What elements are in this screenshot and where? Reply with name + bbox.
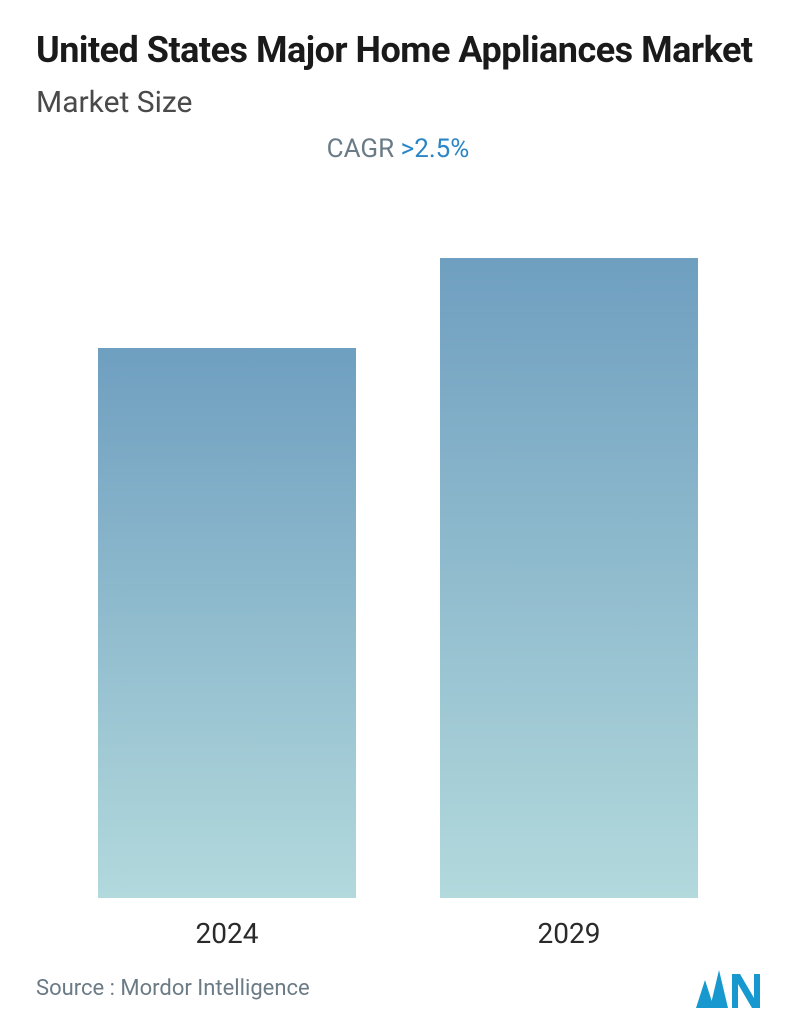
- chart-area: 2024 2029: [36, 188, 760, 950]
- bars-group: [36, 188, 760, 898]
- mn-logo-icon: [696, 968, 760, 1008]
- bar-2024: [98, 348, 356, 898]
- footer: Source : Mordor Intelligence: [36, 968, 760, 1014]
- bar-2029: [440, 258, 698, 898]
- source-text: Source : Mordor Intelligence: [36, 976, 310, 1001]
- cagr-label: CAGR: [327, 134, 401, 164]
- cagr-row: CAGR >2.5%: [36, 134, 760, 164]
- chart-subtitle: Market Size: [36, 85, 760, 120]
- bar-wrap-1: [440, 258, 698, 898]
- cagr-value: >2.5%: [401, 134, 470, 164]
- chart-title: United States Major Home Appliances Mark…: [36, 28, 760, 73]
- chart-container: United States Major Home Appliances Mark…: [0, 0, 796, 1034]
- bar-wrap-0: [98, 348, 356, 898]
- x-axis-labels: 2024 2029: [36, 917, 760, 950]
- x-label-1: 2029: [440, 917, 698, 950]
- x-label-0: 2024: [98, 917, 356, 950]
